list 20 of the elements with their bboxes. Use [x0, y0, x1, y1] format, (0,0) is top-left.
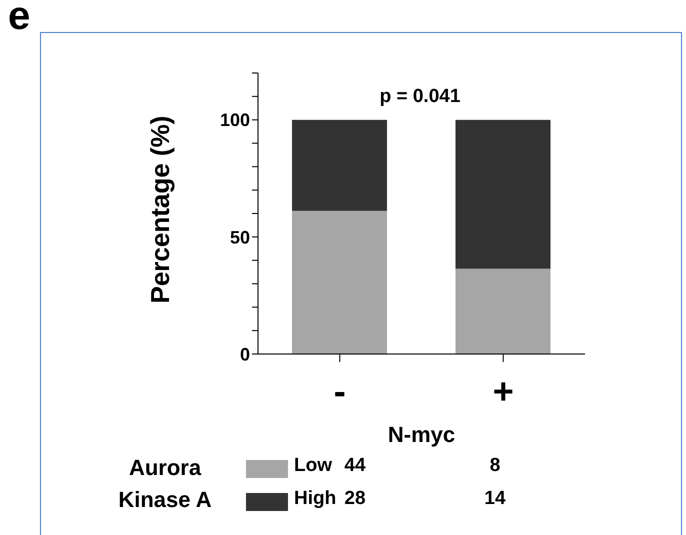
text: 8	[488, 455, 502, 477]
bar	[456, 120, 550, 269]
text: 28	[344, 488, 366, 509]
y-tick-label: 50	[230, 227, 250, 248]
text: 44	[344, 455, 366, 476]
y-tick-label: 100	[220, 110, 250, 130]
legend-label: Low	[294, 455, 332, 477]
annotation: p = 0.041	[378, 86, 462, 108]
legend-title: Aurora Kinase A	[117, 454, 213, 514]
x-tick-label: +	[492, 370, 514, 412]
text: 14	[483, 488, 507, 510]
bar	[292, 120, 387, 211]
x-tick-label: -	[334, 370, 346, 412]
x-axis-title: N-myc	[388, 422, 456, 447]
y-tick-label: 0	[240, 344, 250, 364]
legend-label: High	[294, 488, 336, 510]
bar	[292, 210, 387, 354]
text: e	[8, 0, 30, 39]
y-axis-title: Percentage (%)	[145, 116, 176, 304]
bar	[456, 268, 550, 354]
